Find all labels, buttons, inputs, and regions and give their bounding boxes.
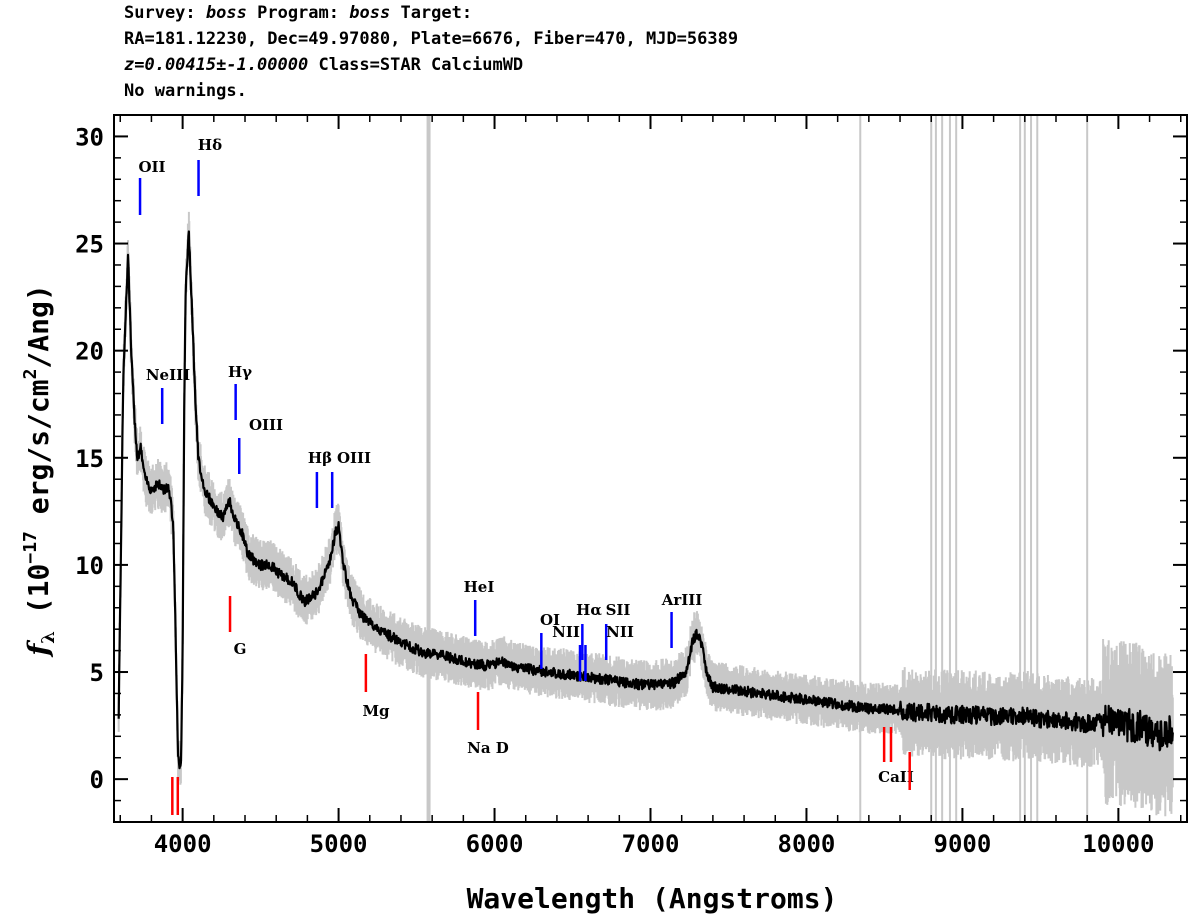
y-label-rest: erg/s/cm (22, 379, 55, 531)
header-line-1: Survey: boss Program: boss Target: (124, 3, 473, 23)
x-tick-label: 5000 (310, 830, 368, 858)
y-tick-label: 20 (75, 338, 104, 366)
y-tick-label: 25 (75, 231, 104, 259)
line-label: NeIII (146, 366, 190, 384)
y-label-unit: (10 (22, 564, 55, 615)
y-axis-label: fλ (10−17 erg/s/cm2/Ang) (20, 284, 59, 657)
line-label: Hβ (308, 449, 332, 467)
y-tick-label: 15 (75, 445, 104, 473)
line-label: OIII (249, 416, 283, 434)
noise-band (117, 211, 1174, 817)
x-tick-label: 9000 (934, 830, 992, 858)
line-label: OII (138, 158, 165, 176)
line-label: CaII (878, 768, 914, 786)
y-tick-label: 5 (90, 659, 104, 687)
masked-pixel-bars (426, 115, 1089, 822)
y-label-tail: /Ang) (22, 284, 55, 368)
flux-line (117, 230, 1174, 770)
y-axis-ticks: 0 5 10 15 20 25 30 (75, 114, 1187, 802)
line-label: Hα (576, 601, 602, 619)
redshift-text: z=0.00415±-1.00000 (124, 55, 309, 75)
line-label: OIII (337, 449, 371, 467)
line-label: Na D (467, 739, 509, 757)
line-label: Mg (362, 702, 390, 720)
x-tick-label: 8000 (778, 830, 836, 858)
y-label-lambda: λ (38, 631, 59, 644)
header-line-2: RA=181.12230, Dec=49.97080, Plate=6676, … (124, 29, 739, 49)
line-label: ArIII (661, 591, 703, 609)
line-label: Hγ (228, 363, 252, 381)
x-tick-label: 7000 (622, 830, 680, 858)
line-label: NII (552, 623, 580, 641)
line-label: OI (540, 611, 560, 629)
flux-line-group (117, 230, 1174, 770)
line-label: HeI (464, 578, 495, 596)
x-tick-label: 10000 (1082, 830, 1154, 858)
y-tick-label: 0 (90, 766, 104, 794)
noise-envelope (117, 211, 1174, 817)
x-axis-ticks: 4000 5000 6000 7000 8000 9000 10000 (119, 115, 1182, 858)
line-label: G (234, 640, 247, 658)
y-label-exp2: 2 (20, 369, 41, 380)
class-text: Class=STAR CalciumWD (308, 55, 524, 75)
y-tick-label: 10 (75, 552, 104, 580)
header-line-3: z=0.00415±-1.00000 Class=STAR CalciumWD (124, 54, 523, 76)
x-tick-label: 6000 (466, 830, 524, 858)
y-label-exp: −17 (20, 531, 41, 564)
line-label: SII (606, 601, 631, 619)
y-tick-label: 30 (75, 123, 104, 151)
line-label: Hδ (198, 136, 222, 154)
x-tick-label: 4000 (154, 830, 212, 858)
svg-text:fλ (10−17 erg/s/cm2/Ang): fλ (10−17 erg/s/cm2/Ang) (20, 284, 59, 657)
line-label: NII (606, 623, 634, 641)
header-line-4: No warnings. (124, 81, 247, 101)
x-axis-label: Wavelength (Angstroms) (467, 882, 838, 915)
